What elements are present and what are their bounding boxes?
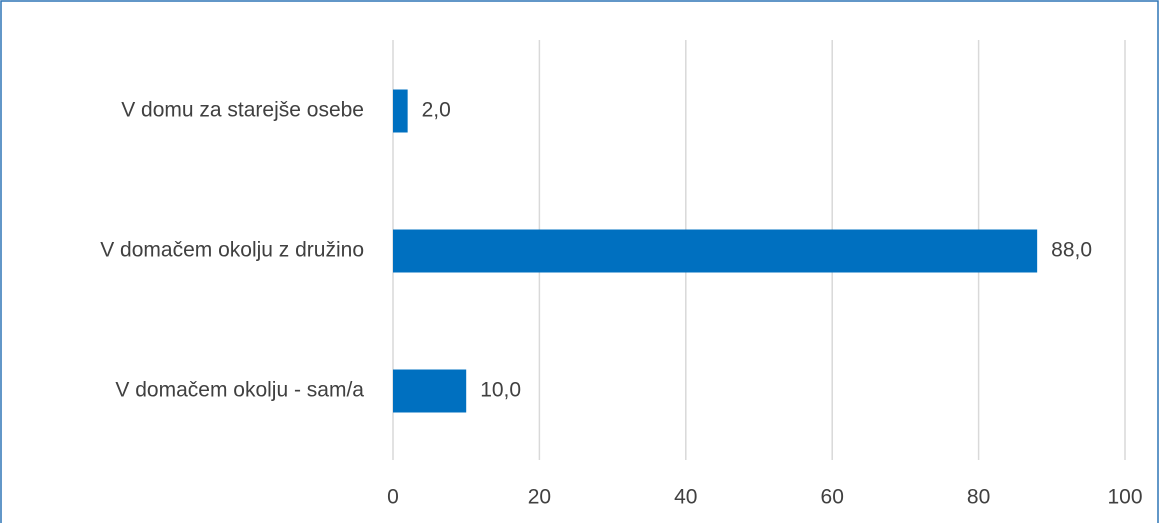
y-tick-label: V domačem okolju z družino xyxy=(100,239,364,262)
x-tick-label: 80 xyxy=(967,486,990,509)
x-tick-label: 0 xyxy=(387,486,399,509)
value-label: 88,0 xyxy=(1051,239,1092,262)
value-label: 2,0 xyxy=(422,99,451,122)
x-tick-label: 40 xyxy=(674,486,697,509)
bar xyxy=(393,369,467,413)
bar xyxy=(393,89,408,133)
bar xyxy=(393,229,1038,273)
x-tick-label: 60 xyxy=(821,486,844,509)
value-label: 10,0 xyxy=(480,379,521,402)
x-tick-label: 20 xyxy=(528,486,551,509)
y-tick-label: V domu za starejše osebe xyxy=(121,99,364,122)
y-tick-label: V domačem okolju - sam/a xyxy=(115,379,364,402)
x-tick-label: 100 xyxy=(1107,486,1142,509)
